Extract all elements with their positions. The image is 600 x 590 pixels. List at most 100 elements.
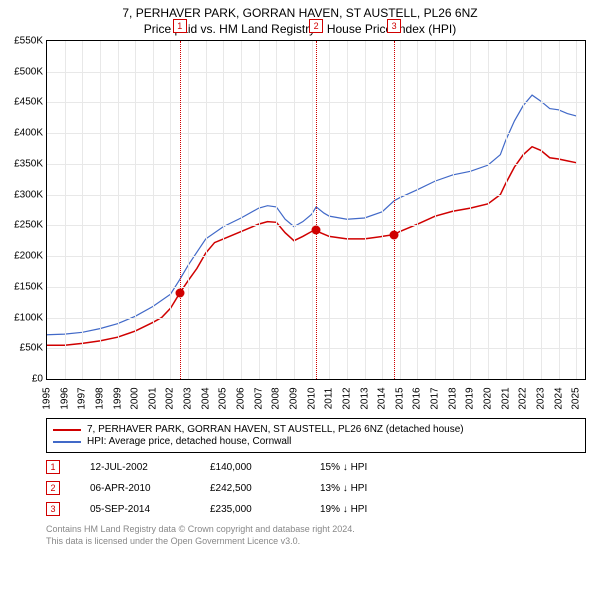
x-axis-label: 2008 — [271, 387, 282, 409]
x-axis-label: 2002 — [165, 387, 176, 409]
footer-line-2: This data is licensed under the Open Gov… — [46, 536, 586, 548]
gridline-v — [417, 41, 418, 379]
gridline-v — [241, 41, 242, 379]
sales-row-diff: 19% ↓ HPI — [320, 504, 410, 515]
gridline-v — [488, 41, 489, 379]
x-axis-label: 2017 — [430, 387, 441, 409]
x-axis-label: 2014 — [377, 387, 388, 409]
chart-title-block: 7, PERHAVER PARK, GORRAN HAVEN, ST AUSTE… — [0, 0, 600, 40]
gridline-v — [559, 41, 560, 379]
chart-area: £0£50K£100K£150K£200K£250K£300K£350K£400… — [46, 40, 586, 410]
x-axis-label: 2009 — [288, 387, 299, 409]
y-axis-label: £450K — [14, 97, 43, 108]
y-axis-label: £350K — [14, 158, 43, 169]
x-axis-label: 2024 — [553, 387, 564, 409]
y-axis-label: £300K — [14, 189, 43, 200]
x-axis-label: 2010 — [306, 387, 317, 409]
gridline-v — [100, 41, 101, 379]
gridline-v — [312, 41, 313, 379]
x-axis-label: 2000 — [130, 387, 141, 409]
gridline-v — [294, 41, 295, 379]
legend-box: 7, PERHAVER PARK, GORRAN HAVEN, ST AUSTE… — [46, 418, 586, 453]
legend-label: 7, PERHAVER PARK, GORRAN HAVEN, ST AUSTE… — [87, 424, 464, 435]
sales-row-diff: 13% ↓ HPI — [320, 483, 410, 494]
sales-row: 2 06-APR-2010 £242,500 13% ↓ HPI — [46, 481, 586, 495]
sale-marker-line — [316, 41, 317, 379]
x-axis-label: 2005 — [218, 387, 229, 409]
title-line-1: 7, PERHAVER PARK, GORRAN HAVEN, ST AUSTE… — [10, 6, 590, 20]
y-axis-label: £500K — [14, 66, 43, 77]
sales-row: 1 12-JUL-2002 £140,000 15% ↓ HPI — [46, 460, 586, 474]
y-axis-label: £0 — [32, 374, 43, 385]
legend-row: HPI: Average price, detached house, Corn… — [53, 436, 579, 447]
plot-region: £0£50K£100K£150K£200K£250K£300K£350K£400… — [46, 40, 586, 380]
x-axis-label: 2013 — [359, 387, 370, 409]
x-axis-label: 2006 — [236, 387, 247, 409]
sales-row: 305-SEP-2014£235,00019% ↓ HPI — [46, 502, 586, 516]
x-axis-label: 2019 — [465, 387, 476, 409]
x-axis-label: 2015 — [394, 387, 405, 409]
gridline-v — [223, 41, 224, 379]
footer-line-1: Contains HM Land Registry data © Crown c… — [46, 524, 586, 536]
gridline-v — [65, 41, 66, 379]
gridline-v — [541, 41, 542, 379]
gridline-v — [135, 41, 136, 379]
x-axis-label: 2022 — [518, 387, 529, 409]
gridline-v — [506, 41, 507, 379]
gridline-v — [365, 41, 366, 379]
gridline-v — [400, 41, 401, 379]
y-axis-label: £200K — [14, 251, 43, 262]
sale-marker-dot — [390, 230, 399, 239]
sale-marker-box: 2 — [309, 19, 323, 33]
x-axis-label: 2003 — [183, 387, 194, 409]
x-axis-label: 2021 — [500, 387, 511, 409]
y-axis-label: £50K — [20, 343, 43, 354]
gridline-v — [206, 41, 207, 379]
legend-label: HPI: Average price, detached house, Corn… — [87, 436, 291, 447]
x-axis-label: 2007 — [253, 387, 264, 409]
x-axis-label: 1995 — [42, 387, 53, 409]
sale-marker-box: 3 — [387, 19, 401, 33]
gridline-v — [435, 41, 436, 379]
y-axis-label: £550K — [14, 36, 43, 47]
legend-swatch — [53, 441, 81, 443]
legend-swatch — [53, 429, 81, 431]
x-axis-label: 2025 — [571, 387, 582, 409]
gridline-v — [329, 41, 330, 379]
x-axis-label: 2011 — [324, 388, 335, 410]
gridline-v — [523, 41, 524, 379]
x-axis-label: 1996 — [59, 387, 70, 409]
x-axis-label: 2018 — [447, 387, 458, 409]
sales-row-date: 05-SEP-2014 — [90, 504, 180, 515]
sale-marker-dot — [312, 225, 321, 234]
x-axis-label: 1998 — [94, 387, 105, 409]
title-line-2: Price paid vs. HM Land Registry's House … — [10, 22, 590, 36]
x-axis-label: 2023 — [535, 387, 546, 409]
gridline-v — [118, 41, 119, 379]
gridline-v — [170, 41, 171, 379]
gridline-v — [470, 41, 471, 379]
gridline-v — [153, 41, 154, 379]
sales-row-marker: 1 — [46, 460, 60, 474]
gridline-v — [82, 41, 83, 379]
y-axis-label: £150K — [14, 281, 43, 292]
sales-row-price: £242,500 — [210, 483, 290, 494]
sales-row-marker: 2 — [46, 481, 60, 495]
gridline-v — [347, 41, 348, 379]
x-axis-label: 2001 — [147, 387, 158, 409]
sales-row-diff: 15% ↓ HPI — [320, 462, 410, 473]
x-axis-label: 2020 — [482, 387, 493, 409]
sale-marker-box: 1 — [173, 19, 187, 33]
sales-row-price: £140,000 — [210, 462, 290, 473]
gridline-v — [188, 41, 189, 379]
gridline-v — [453, 41, 454, 379]
x-axis-label: 2012 — [341, 387, 352, 409]
y-axis-label: £250K — [14, 220, 43, 231]
sales-row-date: 12-JUL-2002 — [90, 462, 180, 473]
gridline-v — [576, 41, 577, 379]
sales-row-price: £235,000 — [210, 504, 290, 515]
gridline-v — [259, 41, 260, 379]
sales-row-date: 06-APR-2010 — [90, 483, 180, 494]
gridline-v — [276, 41, 277, 379]
x-axis-label: 1997 — [77, 387, 88, 409]
